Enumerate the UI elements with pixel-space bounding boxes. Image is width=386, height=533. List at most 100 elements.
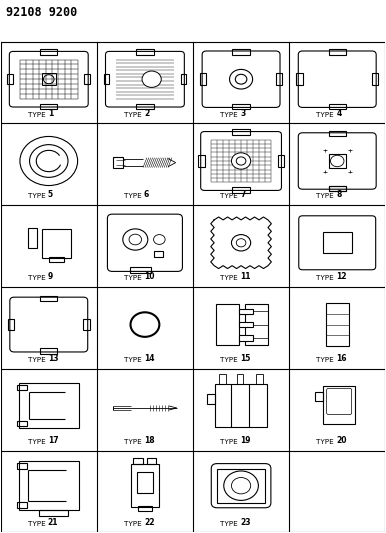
Bar — [40, 295, 58, 301]
Bar — [154, 252, 163, 257]
Bar — [323, 232, 352, 253]
Text: TYPE: TYPE — [124, 521, 144, 527]
Text: TYPE: TYPE — [124, 357, 144, 363]
Bar — [198, 155, 205, 167]
Text: 92108 9200: 92108 9200 — [5, 6, 77, 19]
Text: TYPE: TYPE — [220, 521, 240, 527]
Text: 11: 11 — [240, 272, 251, 281]
Bar — [276, 74, 282, 85]
Bar — [239, 335, 252, 341]
Text: TYPE: TYPE — [28, 357, 48, 363]
Bar — [217, 469, 265, 503]
Text: 9: 9 — [48, 272, 53, 281]
Text: 17: 17 — [48, 436, 58, 445]
Text: 16: 16 — [336, 354, 347, 363]
Bar — [39, 510, 68, 516]
Circle shape — [142, 71, 161, 87]
Text: 3: 3 — [240, 109, 245, 118]
Bar — [232, 49, 250, 55]
Text: TYPE: TYPE — [316, 193, 336, 199]
Text: 8: 8 — [336, 190, 342, 199]
Text: 18: 18 — [144, 436, 154, 445]
Bar — [232, 129, 250, 135]
Text: TYPE: TYPE — [316, 439, 336, 445]
Bar — [137, 472, 152, 493]
Text: TYPE: TYPE — [28, 521, 48, 527]
Bar — [239, 322, 252, 327]
Text: 6: 6 — [144, 190, 149, 199]
Bar — [239, 309, 252, 314]
Bar — [40, 49, 58, 55]
Bar — [113, 157, 123, 168]
Bar — [220, 375, 226, 384]
Bar — [207, 394, 215, 404]
Bar — [245, 304, 268, 345]
Bar — [42, 229, 71, 259]
Text: 20: 20 — [336, 436, 347, 445]
Bar — [237, 375, 244, 384]
Text: TYPE: TYPE — [28, 111, 48, 118]
Bar — [17, 463, 27, 469]
Text: TYPE: TYPE — [124, 439, 144, 445]
Bar — [147, 458, 156, 464]
Bar — [200, 74, 207, 85]
Text: TYPE: TYPE — [28, 275, 48, 281]
Bar — [328, 185, 346, 191]
Text: 21: 21 — [48, 518, 58, 527]
Text: TYPE: TYPE — [316, 275, 336, 281]
Text: TYPE: TYPE — [220, 357, 240, 363]
Text: 2: 2 — [144, 109, 149, 118]
Bar — [8, 319, 14, 330]
Text: TYPE: TYPE — [28, 193, 48, 199]
Text: TYPE: TYPE — [220, 275, 240, 281]
Bar — [19, 383, 79, 429]
Bar — [326, 303, 349, 346]
Text: TYPE: TYPE — [316, 111, 336, 118]
Text: 15: 15 — [240, 354, 251, 363]
Text: 1: 1 — [48, 109, 53, 118]
Bar — [130, 268, 151, 273]
Text: 10: 10 — [144, 272, 154, 281]
Bar — [134, 458, 143, 464]
Bar — [328, 154, 346, 168]
Bar — [232, 187, 250, 193]
Text: TYPE: TYPE — [124, 111, 144, 118]
Text: TYPE: TYPE — [220, 439, 240, 445]
Bar — [138, 506, 152, 511]
Bar — [216, 304, 239, 345]
Text: 13: 13 — [48, 354, 58, 363]
Bar — [328, 104, 346, 109]
Text: TYPE: TYPE — [220, 111, 240, 118]
Bar — [256, 375, 263, 384]
Bar — [232, 104, 250, 109]
Bar — [7, 74, 13, 84]
Text: 5: 5 — [48, 190, 53, 199]
Text: 4: 4 — [336, 109, 342, 118]
Bar — [278, 155, 284, 167]
Bar — [372, 74, 378, 85]
Text: 23: 23 — [240, 518, 251, 527]
Bar — [315, 392, 323, 401]
Bar — [181, 74, 186, 84]
Bar — [83, 319, 90, 330]
Text: TYPE: TYPE — [316, 357, 336, 363]
Text: TYPE: TYPE — [124, 275, 144, 281]
Bar — [49, 257, 64, 262]
Bar — [323, 386, 356, 424]
Bar — [136, 49, 154, 55]
Bar — [17, 385, 27, 390]
Bar — [215, 384, 267, 427]
Bar — [328, 131, 346, 136]
Bar — [28, 228, 37, 248]
Bar — [296, 74, 303, 85]
Bar — [328, 49, 346, 55]
Bar — [40, 104, 58, 109]
Text: 19: 19 — [240, 436, 251, 445]
Bar — [85, 74, 90, 84]
Bar — [328, 185, 346, 191]
Text: 12: 12 — [336, 272, 347, 281]
Circle shape — [232, 153, 251, 169]
Text: 14: 14 — [144, 354, 154, 363]
Bar — [42, 74, 56, 85]
Text: TYPE: TYPE — [28, 439, 48, 445]
